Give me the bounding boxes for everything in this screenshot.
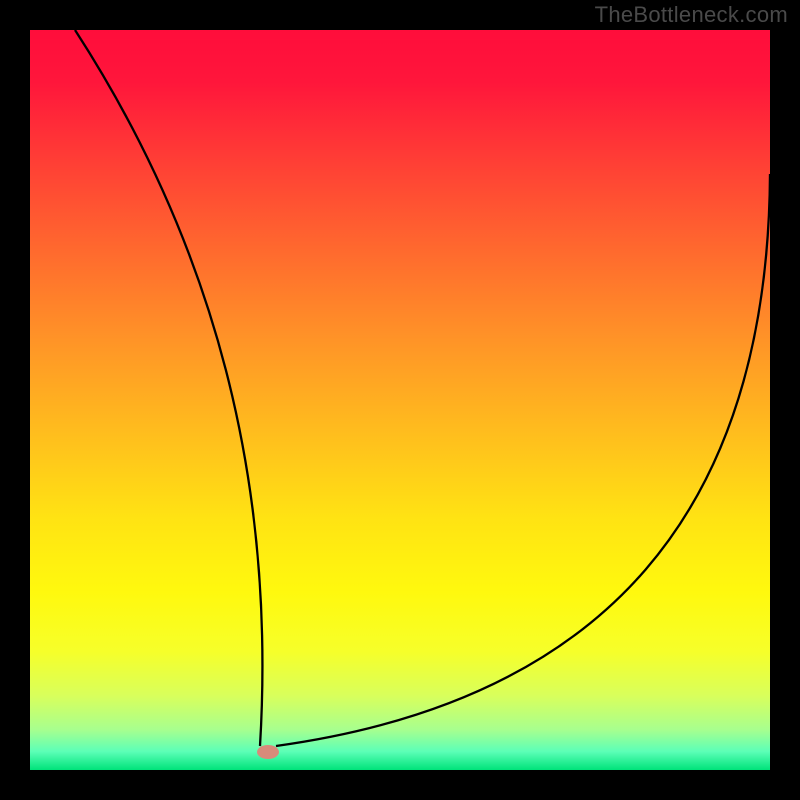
plot-area [30, 30, 770, 770]
curve-right-branch [276, 174, 770, 746]
curve-layer [30, 30, 770, 770]
watermark-text: TheBottleneck.com [595, 2, 788, 28]
chart-frame: TheBottleneck.com [0, 0, 800, 800]
curve-left-branch [75, 30, 262, 746]
optimum-marker [257, 745, 279, 759]
